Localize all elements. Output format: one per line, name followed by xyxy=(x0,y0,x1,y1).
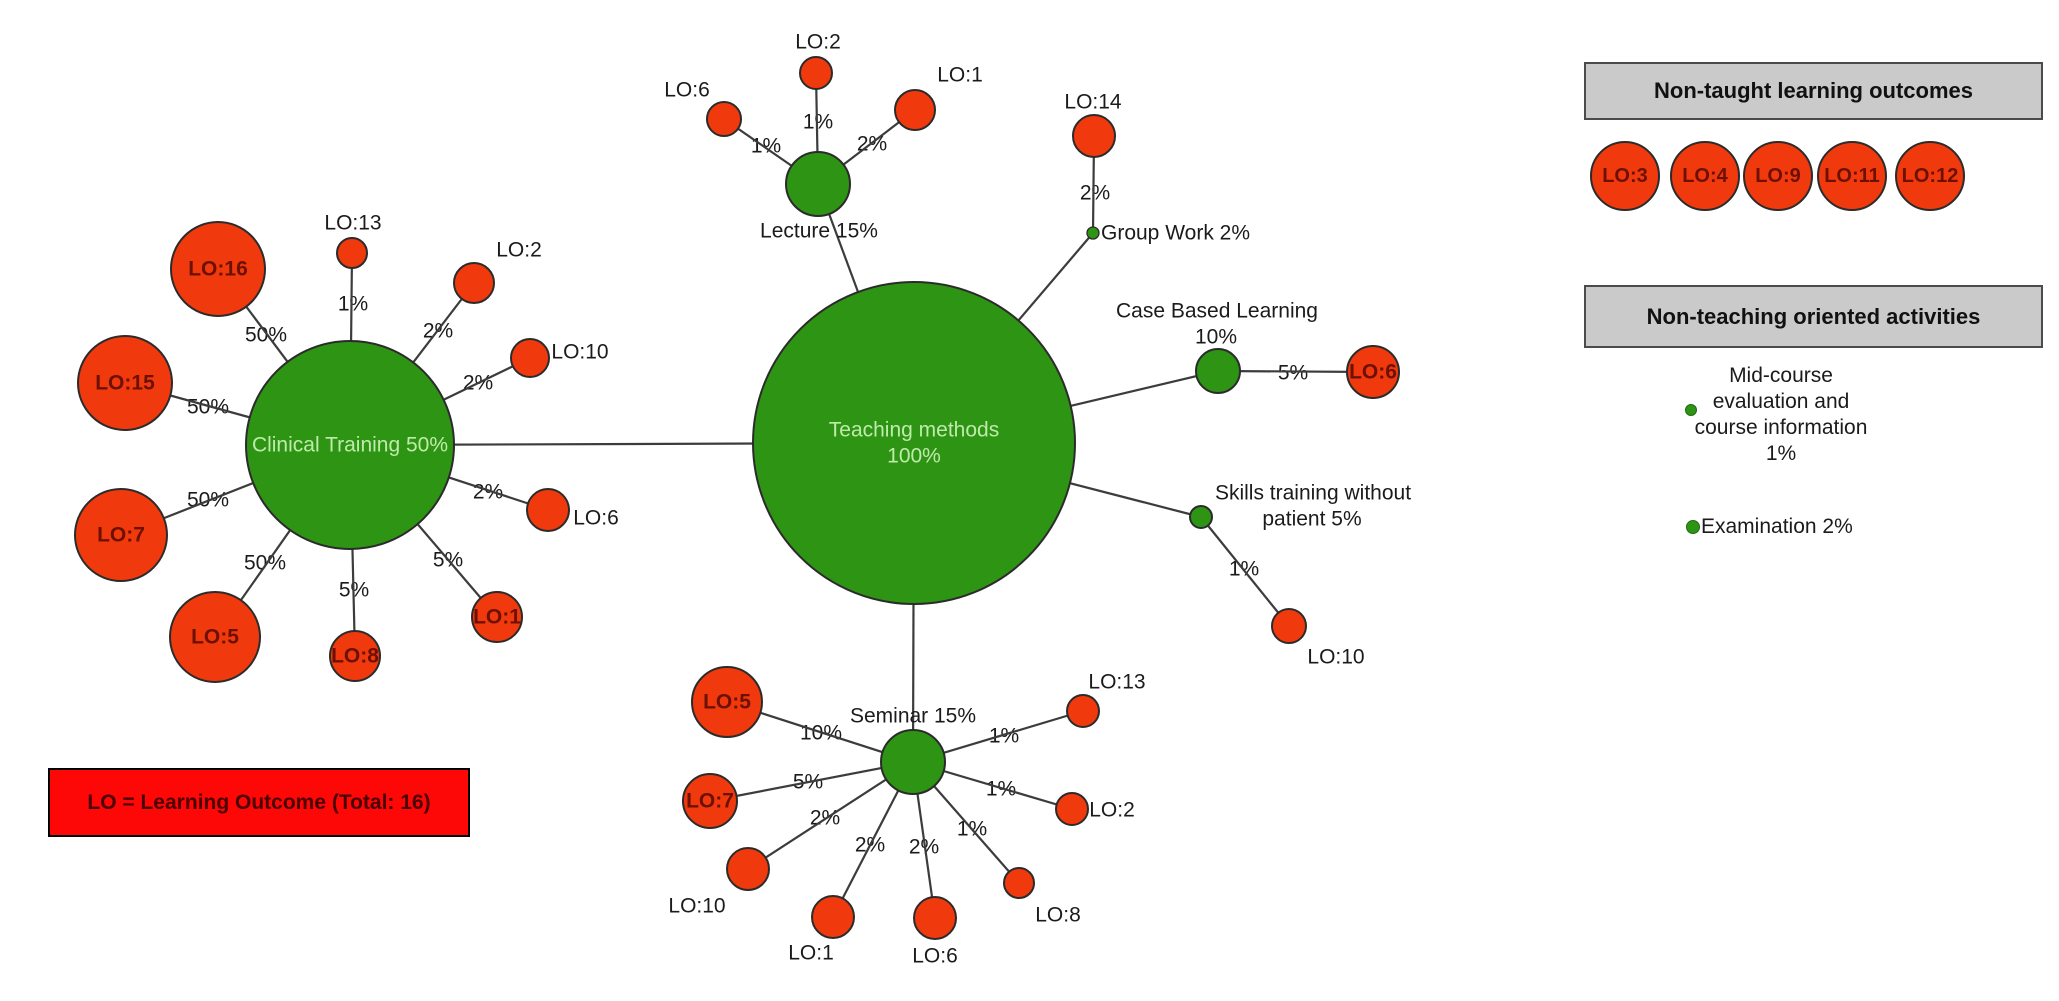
node-label-clinical-lo15: LO:15 xyxy=(95,372,155,395)
edge-percent-lecture-lecture-lo6: 1% xyxy=(751,135,781,158)
lecture-lo1-label: LO:1 xyxy=(937,64,983,87)
examination-dot-icon xyxy=(1686,520,1700,534)
case-based-label-line2: 10% xyxy=(1195,326,1237,349)
node-seminar-lo8 xyxy=(1003,867,1035,899)
node-seminar-lo1 xyxy=(811,895,855,939)
node-seminar-lo10 xyxy=(726,847,770,891)
skills-lo10-label: LO:10 xyxy=(1307,646,1364,669)
clinical-lo6-label: LO:6 xyxy=(573,507,619,530)
node-clinical-lo5 xyxy=(169,591,261,683)
edge-seminar-to-seminar-lo7 xyxy=(709,760,914,803)
edge-percent-case-based-learning-casebased-lo6: 5% xyxy=(1278,362,1308,385)
seminar-lo8-label: LO:8 xyxy=(1035,904,1081,927)
node-clinical-lo10 xyxy=(510,338,550,378)
node-inside-labels: Teaching methods 100% Clinical Training 50… xyxy=(95,258,1397,813)
node-clinical-lo6 xyxy=(526,488,570,532)
seminar-label: Seminar 15% xyxy=(850,705,976,728)
lecture-label: Lecture 15% xyxy=(760,220,878,243)
clinical-lo2-label: LO:2 xyxy=(496,239,542,262)
seminar-lo13-label: LO:13 xyxy=(1088,671,1145,694)
node-lecture-lo6 xyxy=(706,101,742,137)
edge-percent-clinical-training-clinical-lo5: 50% xyxy=(244,552,286,575)
non-taught-outcome-lo-12: LO:12 xyxy=(1895,141,1965,211)
node-label-seminar-lo5: LO:5 xyxy=(703,691,751,714)
node-label-seminar-lo7: LO:7 xyxy=(686,790,734,813)
node-label-clinical-training: Clinical Training 50% xyxy=(252,434,448,457)
free-labels: Lecture 15% Seminar 15% Group Work 2% Case … xyxy=(324,31,1411,968)
non-taught-outcome-lo-4: LO:4 xyxy=(1670,141,1740,211)
edge-percent-clinical-training-clinical-lo16: 50% xyxy=(245,324,287,347)
group-work-label: Group Work 2% xyxy=(1101,222,1250,245)
edge-percent-clinical-training-clinical-lo6: 2% xyxy=(473,481,503,504)
node-clinical-lo16 xyxy=(170,221,266,317)
seminar-lo6-label: LO:6 xyxy=(912,945,958,968)
node-label-clinical-lo5: LO:5 xyxy=(191,626,239,649)
edge-percent-lecture-lecture-lo2: 1% xyxy=(803,111,833,134)
case-based-label-line1: Case Based Learning xyxy=(1116,300,1318,323)
node-clinical-lo1 xyxy=(471,591,523,643)
node-seminar-lo5 xyxy=(691,666,763,738)
mid-course-evaluation-dot-icon xyxy=(1685,404,1697,416)
lecture-lo2-label: LO:2 xyxy=(795,31,841,54)
skills-label-line1: Skills training without xyxy=(1215,482,1411,505)
skills-label-line2: patient 5% xyxy=(1262,508,1361,531)
clinical-lo10-label: LO:10 xyxy=(551,341,608,364)
seminar-lo10-label: LO:10 xyxy=(668,895,725,918)
node-seminar-lo7 xyxy=(682,773,738,829)
edge-percent-group-work-groupwork-lo14: 2% xyxy=(1080,182,1110,205)
edge-percent-seminar-seminar-lo13: 1% xyxy=(989,725,1019,748)
node-case-based-learning xyxy=(1195,348,1241,394)
node-seminar-lo13 xyxy=(1066,694,1100,728)
seminar-lo2-label: LO:2 xyxy=(1089,799,1135,822)
lecture-lo6-label: LO:6 xyxy=(664,79,710,102)
examination-label: Examination 2% xyxy=(1701,515,1853,538)
edge-skills-training-to-skills-lo10 xyxy=(1200,516,1290,627)
non-taught-outcome-lo-3: LO:3 xyxy=(1590,141,1660,211)
node-lecture-lo1 xyxy=(894,89,936,131)
node-clinical-lo15 xyxy=(77,335,173,431)
node-label-clinical-lo16: LO:16 xyxy=(188,258,248,281)
node-groupwork-lo14 xyxy=(1072,114,1116,158)
node-group-work xyxy=(1086,226,1100,240)
non-taught-outcome-lo-9: LO:9 xyxy=(1743,141,1813,211)
groupwork-lo14-label: LO:14 xyxy=(1064,91,1122,114)
node-label-teaching-methods: Teaching methods xyxy=(829,419,999,442)
node-label-clinical-lo7: LO:7 xyxy=(97,524,145,547)
node-label-clinical-lo1: LO:1 xyxy=(473,606,521,629)
node-label-casebased-lo6: LO:6 xyxy=(1349,361,1397,384)
node-clinical-lo7 xyxy=(74,488,168,582)
seminar-lo1-label: LO:1 xyxy=(788,942,834,965)
non-taught-learning-outcomes-header: Non-taught learning outcomes xyxy=(1584,62,2043,120)
edge-percent-clinical-training-clinical-lo13: 1% xyxy=(338,293,368,316)
learning-outcome-legend: LO = Learning Outcome (Total: 16) xyxy=(48,768,470,837)
node-seminar xyxy=(880,729,946,795)
node-clinical-lo2 xyxy=(453,262,495,304)
node-clinical-training xyxy=(245,340,455,550)
node-lecture xyxy=(785,151,851,217)
mid-course-evaluation-label: Mid-course evaluation and course informati… xyxy=(1694,364,1868,465)
node-casebased-lo6 xyxy=(1346,345,1400,399)
node-skills-lo10 xyxy=(1271,608,1307,644)
node-seminar-lo2 xyxy=(1055,792,1089,826)
node-clinical-lo8 xyxy=(329,630,381,682)
node-teaching-methods xyxy=(752,281,1076,605)
node-seminar-lo6 xyxy=(913,896,957,940)
clinical-lo13-label: LO:13 xyxy=(324,212,381,235)
nodes xyxy=(74,56,1400,940)
non-teaching-oriented-activities-header: Non-teaching oriented activities xyxy=(1584,285,2043,348)
node-label-clinical-lo8: LO:8 xyxy=(331,645,379,668)
non-taught-outcome-lo-11: LO:11 xyxy=(1817,141,1887,211)
node-skills-training xyxy=(1189,505,1213,529)
node-lecture-lo2 xyxy=(799,56,833,90)
node-clinical-lo13 xyxy=(336,237,368,269)
node-label-teaching-methods: 100% xyxy=(887,445,941,468)
